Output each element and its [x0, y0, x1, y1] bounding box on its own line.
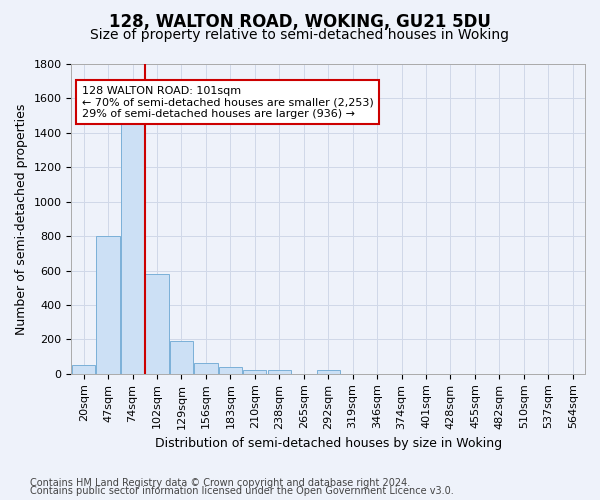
Bar: [170, 341, 193, 374]
Bar: [97, 236, 120, 374]
Bar: [219, 367, 242, 374]
Text: 128, WALTON ROAD, WOKING, GU21 5DU: 128, WALTON ROAD, WOKING, GU21 5DU: [109, 12, 491, 30]
Bar: [243, 370, 266, 374]
Bar: [194, 364, 218, 374]
Text: 128 WALTON ROAD: 101sqm
← 70% of semi-detached houses are smaller (2,253)
29% of: 128 WALTON ROAD: 101sqm ← 70% of semi-de…: [82, 86, 373, 119]
Bar: [72, 365, 95, 374]
Text: Contains HM Land Registry data © Crown copyright and database right 2024.: Contains HM Land Registry data © Crown c…: [30, 478, 410, 488]
Bar: [121, 116, 144, 374]
Text: Contains public sector information licensed under the Open Government Licence v3: Contains public sector information licen…: [30, 486, 454, 496]
X-axis label: Distribution of semi-detached houses by size in Woking: Distribution of semi-detached houses by …: [155, 437, 502, 450]
Text: Size of property relative to semi-detached houses in Woking: Size of property relative to semi-detach…: [91, 28, 509, 42]
Bar: [317, 370, 340, 374]
Bar: [268, 370, 291, 374]
Y-axis label: Number of semi-detached properties: Number of semi-detached properties: [15, 103, 28, 334]
Bar: [145, 274, 169, 374]
